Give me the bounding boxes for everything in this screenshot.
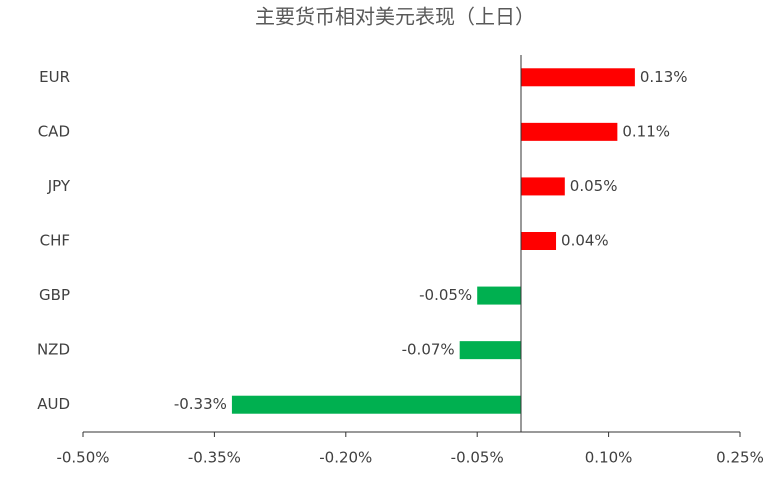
x-tick-label: -0.05% bbox=[451, 449, 504, 467]
y-tick-label: JPY bbox=[47, 177, 71, 195]
y-tick-label: GBP bbox=[39, 286, 70, 304]
bar bbox=[459, 341, 521, 360]
x-tick-label: 0.10% bbox=[585, 449, 633, 467]
bar bbox=[521, 68, 635, 87]
value-label: 0.04% bbox=[561, 232, 609, 250]
bar bbox=[521, 232, 557, 250]
bar bbox=[521, 122, 618, 141]
chart-title: 主要货币相对美元表现（上日） bbox=[255, 5, 535, 29]
y-tick-label: EUR bbox=[39, 68, 70, 86]
bar bbox=[231, 395, 522, 414]
value-label: -0.05% bbox=[419, 286, 472, 304]
value-label: -0.07% bbox=[402, 341, 455, 359]
y-tick-label: CAD bbox=[38, 122, 70, 140]
bar bbox=[521, 177, 565, 196]
y-tick-label: AUD bbox=[37, 395, 70, 413]
x-tick-label: -0.50% bbox=[56, 449, 109, 467]
value-label: -0.33% bbox=[174, 395, 227, 413]
y-tick-label: CHF bbox=[40, 232, 70, 250]
bar bbox=[477, 286, 521, 305]
value-label: 0.05% bbox=[570, 177, 618, 195]
x-tick-label: 0.25% bbox=[716, 449, 764, 467]
value-label: 0.13% bbox=[640, 68, 688, 86]
value-label: 0.11% bbox=[622, 122, 670, 140]
x-tick-label: -0.20% bbox=[319, 449, 372, 467]
y-tick-label: NZD bbox=[37, 341, 70, 359]
x-tick-label: -0.35% bbox=[188, 449, 241, 467]
